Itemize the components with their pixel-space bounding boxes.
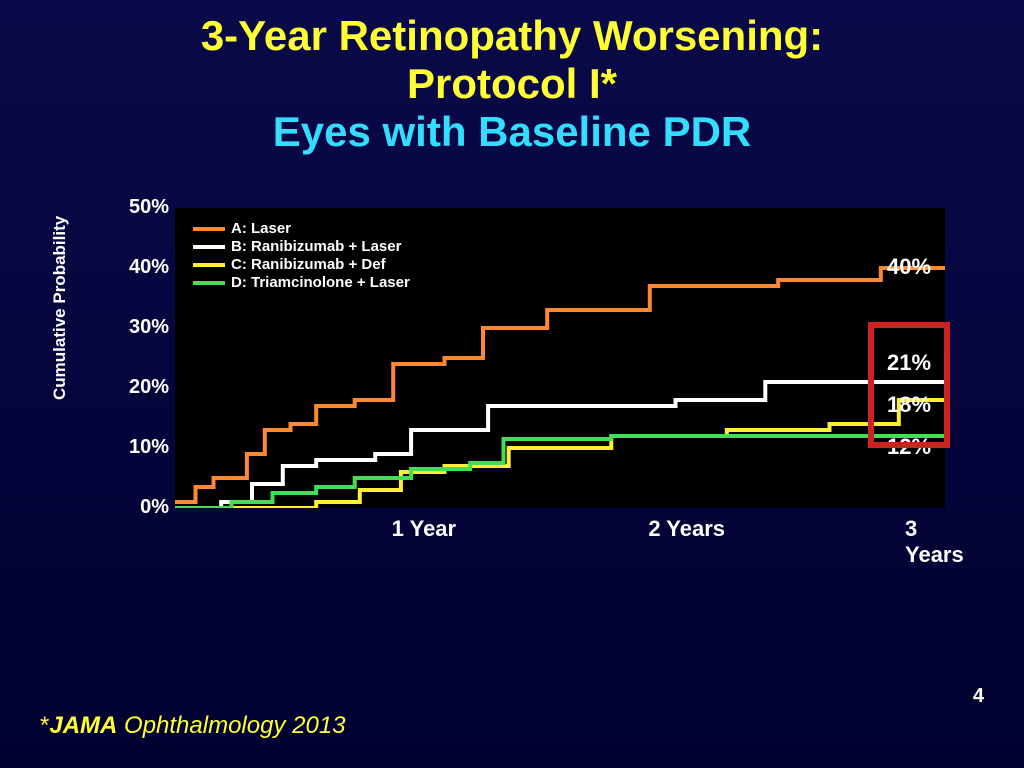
footnote-star: * — [40, 712, 49, 739]
legend-item: D: Triamcinolone + Laser — [193, 274, 410, 291]
legend-label: B: Ranibizumab + Laser — [231, 238, 401, 255]
y-tick-label: 30% — [113, 316, 169, 339]
end-value-label: 40% — [887, 254, 931, 280]
legend-swatch — [193, 281, 225, 285]
x-tick-label: 2 Years — [648, 516, 725, 542]
legend-label: D: Triamcinolone + Laser — [231, 274, 410, 291]
y-tick-label: 20% — [113, 376, 169, 399]
footnote: *JAMA Ophthalmology 2013 — [40, 712, 346, 740]
title-line-2: Protocol I* — [0, 60, 1024, 108]
y-tick-label: 50% — [113, 196, 169, 219]
legend-swatch — [193, 245, 225, 249]
footnote-jama: JAMA — [49, 712, 117, 739]
legend-swatch — [193, 227, 225, 231]
legend-label: C: Ranibizumab + Def — [231, 256, 386, 273]
y-tick-label: 10% — [113, 436, 169, 459]
x-tick-label: 1 Year — [392, 516, 456, 542]
y-tick-label: 0% — [113, 496, 169, 519]
title-line-1: 3-Year Retinopathy Worsening: — [0, 12, 1024, 60]
title-line-3: Eyes with Baseline PDR — [0, 108, 1024, 156]
legend-label: A: Laser — [231, 220, 291, 237]
title-block: 3-Year Retinopathy Worsening: Protocol I… — [0, 0, 1024, 156]
chart: Cumulative Probability 0%10%20%30%40%50%… — [60, 200, 960, 560]
y-axis-label: Cumulative Probability — [50, 216, 70, 400]
footnote-rest: Ophthalmology 2013 — [117, 712, 345, 739]
legend-item: A: Laser — [193, 220, 410, 237]
legend-swatch — [193, 263, 225, 267]
series-line-B — [175, 382, 945, 508]
legend-item: B: Ranibizumab + Laser — [193, 238, 410, 255]
legend-item: C: Ranibizumab + Def — [193, 256, 410, 273]
highlight-box — [868, 322, 950, 448]
legend: A: LaserB: Ranibizumab + LaserC: Ranibiz… — [193, 220, 410, 292]
slide-number: 4 — [973, 685, 984, 708]
y-tick-label: 40% — [113, 256, 169, 279]
x-tick-label: 3 Years — [905, 516, 964, 568]
plot-area: A: LaserB: Ranibizumab + LaserC: Ranibiz… — [175, 208, 945, 508]
